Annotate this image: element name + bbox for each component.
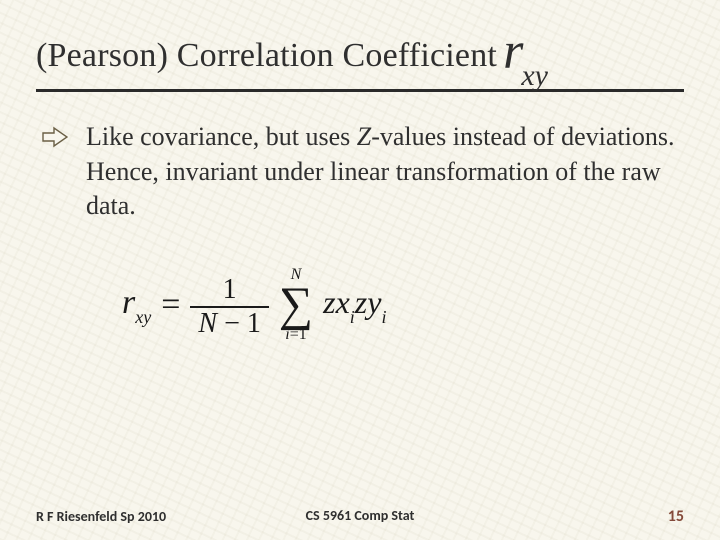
term-i2: i [381, 307, 386, 327]
arrow-bullet-icon [42, 126, 68, 148]
footer-left: R F Riesenfeld Sp 2010 [36, 508, 166, 525]
bullet-text-pre: Like covariance, but uses [86, 122, 357, 151]
footer: R F Riesenfeld Sp 2010 CS 5961 Comp Stat… [36, 507, 684, 526]
title-symbol-sub: xy [521, 59, 548, 92]
slide: (Pearson) Correlation Coefficient rxy Li… [0, 0, 720, 540]
sum-lower-rest: =1 [290, 326, 307, 343]
equals-sign: = [161, 286, 180, 324]
summand: zxizyi [323, 284, 386, 325]
formula-lhs-sub: xy [135, 307, 151, 327]
title-row: (Pearson) Correlation Coefficient rxy [36, 24, 684, 92]
term-zx: zx [323, 284, 350, 320]
fraction: 1 N − 1 [190, 274, 268, 340]
fraction-den-N: N [198, 308, 217, 339]
fraction-den-rest: − 1 [217, 308, 261, 339]
fraction-den: N − 1 [190, 308, 268, 340]
bullet-item: Like covariance, but uses Z-values inste… [42, 120, 684, 223]
sum-lower: i=1 [285, 327, 306, 343]
sigma-icon: ∑ [279, 283, 313, 326]
bullet-text: Like covariance, but uses Z-values inste… [86, 120, 676, 223]
formula-region: rxy = 1 N − 1 N ∑ i=1 zxizyi [42, 259, 684, 342]
formula: rxy = 1 N − 1 N ∑ i=1 zxizyi [122, 267, 386, 342]
footer-center: CS 5961 Comp Stat [306, 507, 415, 524]
footer-page-number: 15 [668, 507, 684, 526]
slide-body: Like covariance, but uses Z-values inste… [36, 120, 684, 342]
term-i1: i [350, 307, 355, 327]
summation: N ∑ i=1 [279, 267, 313, 342]
term-zy: zy [355, 284, 382, 320]
formula-lhs-r: r [122, 284, 135, 321]
bullet-em: Z [357, 122, 371, 151]
formula-lhs: rxy [122, 284, 151, 326]
title-symbol: rxy [503, 26, 550, 85]
slide-title: (Pearson) Correlation Coefficient [36, 37, 497, 75]
fraction-num: 1 [215, 274, 245, 306]
